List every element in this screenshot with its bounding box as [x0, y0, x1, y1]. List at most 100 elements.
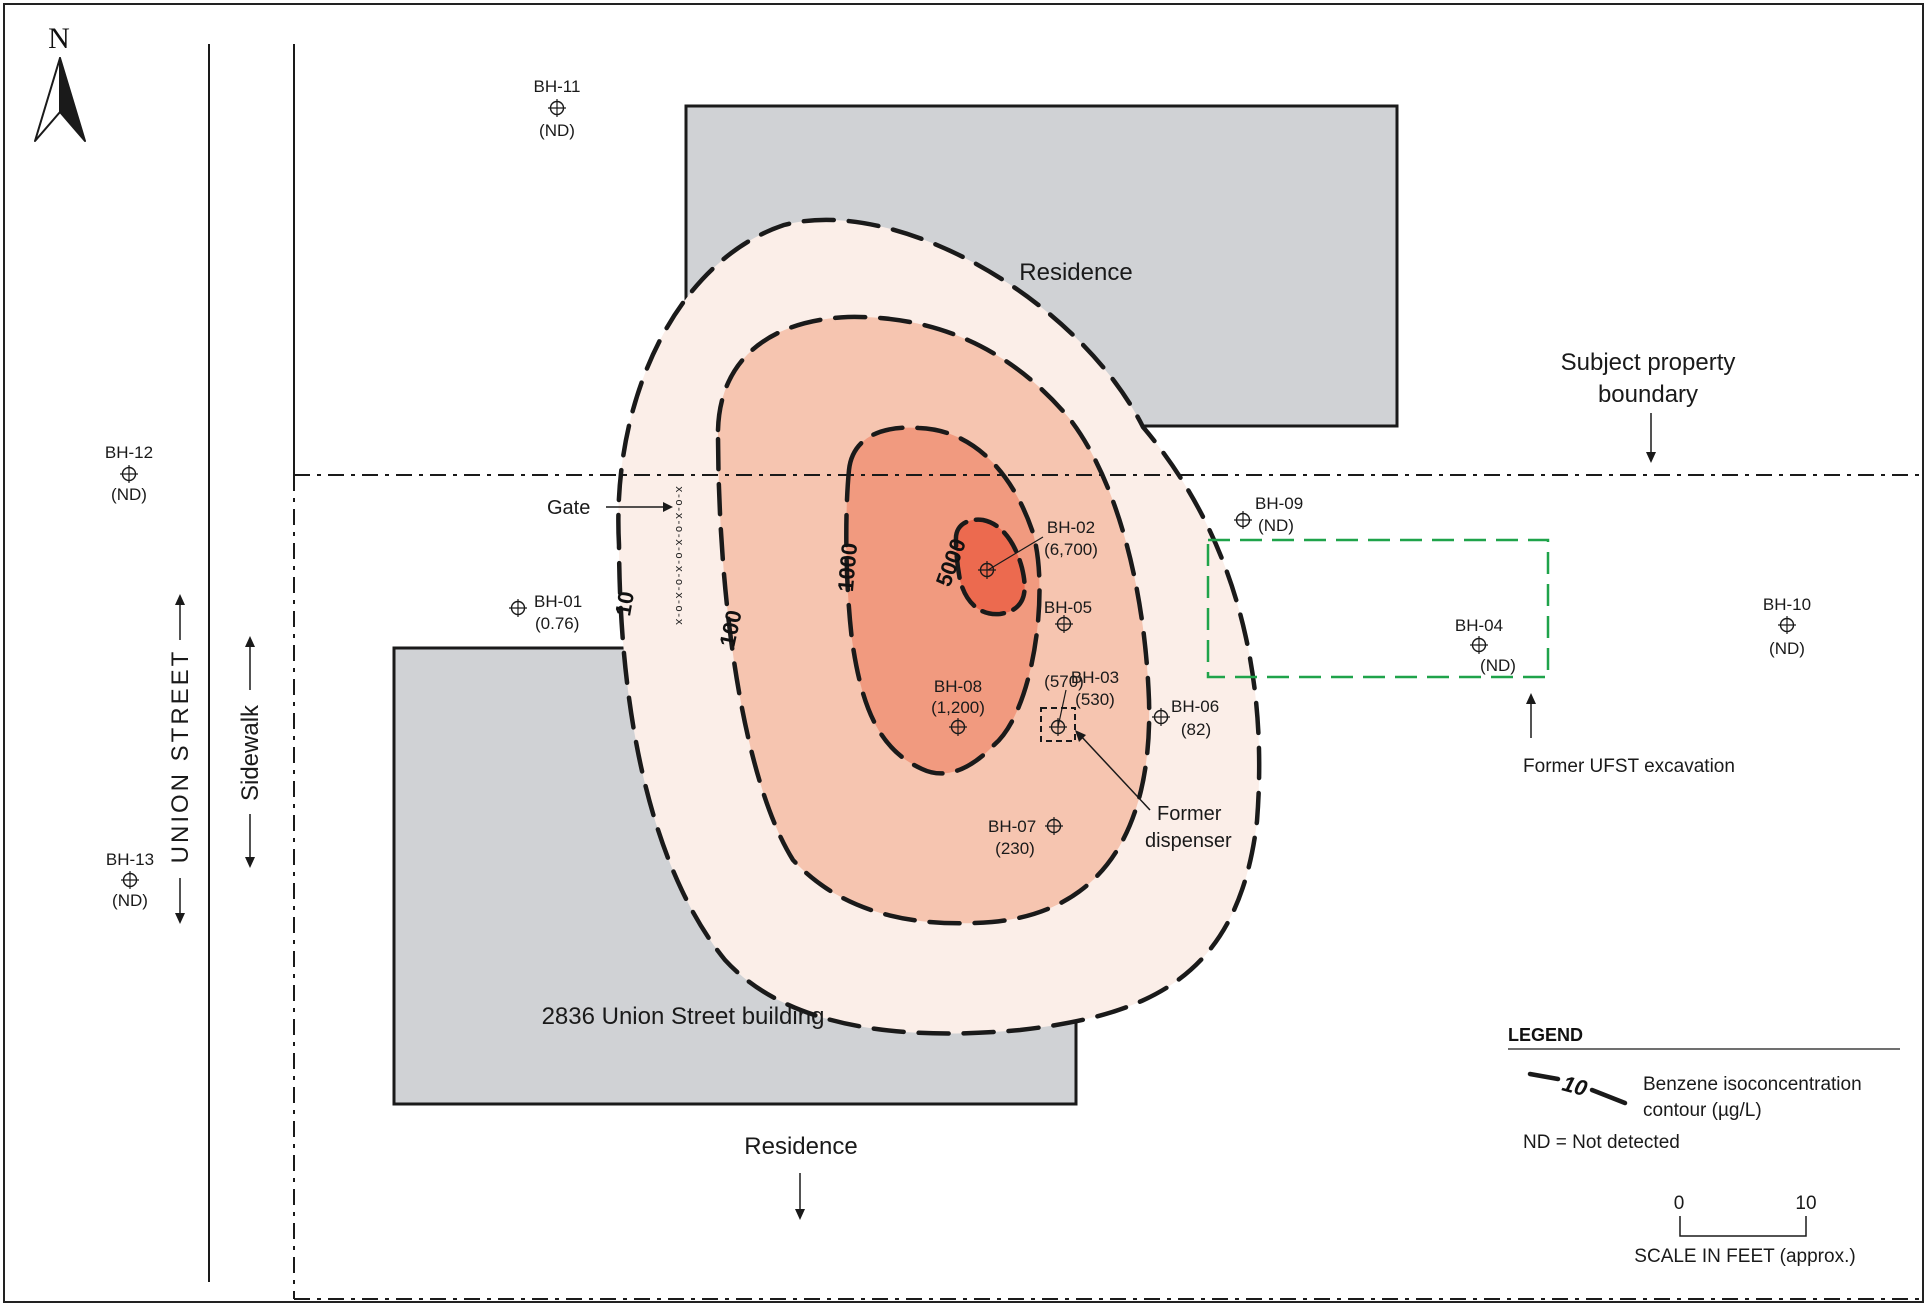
contour-1000-line [844, 425, 1042, 776]
borehole-value-label: (ND) [1258, 516, 1294, 535]
dispenser-label-2: dispenser [1145, 830, 1232, 852]
former-dispenser-outline [1040, 707, 1076, 742]
dispenser-arrowhead [1075, 730, 1086, 742]
borehole-bh02: BH-02 (6,700) [978, 518, 1098, 579]
north-arrow-icon-left [34, 57, 61, 142]
residence-south-label: Residence [744, 1133, 857, 1160]
borehole-id-label: BH-02 [1047, 518, 1095, 537]
borehole-crosshair-icon [1234, 511, 1252, 529]
dispenser-label-1: Former [1157, 803, 1222, 825]
borehole-id-label: BH-09 [1255, 494, 1303, 513]
borehole-crosshair-icon [1778, 616, 1796, 634]
street-arrowhead-north [175, 594, 185, 605]
scale-bar [1679, 1216, 1807, 1237]
map-frame [3, 3, 1924, 1303]
borehole-bh04: BH-04 (ND) [1455, 616, 1516, 675]
borehole-value-label: (ND) [539, 121, 575, 140]
residence-south-arrowhead [795, 1209, 805, 1220]
scale-label: SCALE IN FEET (approx.) [1634, 1246, 1855, 1267]
legend-contour-value: 10 [1560, 1071, 1591, 1102]
borehole-crosshair-icon [120, 465, 138, 483]
boundary-arrowhead [1646, 452, 1656, 463]
borehole-id-label: BH-05 [1044, 598, 1092, 617]
borehole-value-label: (ND) [1480, 656, 1516, 675]
contour-label-1000: 1000 [833, 542, 862, 593]
borehole-value-label: (ND) [1769, 639, 1805, 658]
borehole-crosshair-icon [121, 871, 139, 889]
boundary-label-1: Subject property [1561, 349, 1736, 376]
legend-contour-sample-b [1589, 1087, 1628, 1106]
borehole-id-label: BH-06 [1171, 697, 1219, 716]
residence-north-label: Residence [1019, 259, 1132, 286]
gate-arrowhead [663, 502, 673, 512]
borehole-id-label: BH-04 [1455, 616, 1503, 635]
ufst-label: Former UFST excavation [1523, 756, 1735, 777]
borehole-bh13: BH-13 (ND) [106, 850, 154, 910]
borehole-crosshair-icon [1470, 636, 1488, 654]
borehole-value-label: (ND) [112, 891, 148, 910]
legend: LEGEND 10 Benzene isoconcentration conto… [1508, 1025, 1900, 1267]
borehole-bh12: BH-12 (ND) [105, 443, 153, 504]
contour-5000-line [953, 517, 1027, 617]
borehole-crosshair-icon [978, 561, 996, 579]
contour-label-10: 10 [610, 589, 639, 617]
fence-line: x-o-x-o-x-o-x-o-x-o-x [673, 486, 686, 625]
borehole-bh03: BH-03 (530) [1049, 668, 1119, 736]
borehole-crosshair-icon [1152, 708, 1170, 726]
borehole-value-label: (0.76) [535, 614, 579, 633]
street-arrowhead-south [175, 913, 185, 924]
borehole-value-label: (570) [1044, 672, 1084, 691]
contour-5000-fill [955, 519, 1025, 615]
contour-1000-fill [846, 427, 1040, 774]
boundary-label-2: boundary [1598, 381, 1698, 408]
borehole-layer: BH-01 (0.76) BH-02 (6,700) BH-03 (530) BH-04 (N… [105, 77, 1811, 910]
borehole-bh10: BH-10 (ND) [1763, 595, 1811, 658]
borehole-bh08: BH-08 (1,200) [931, 677, 985, 736]
sidewalk-arrowhead-south [245, 857, 255, 868]
contour-10-line [616, 217, 1262, 1036]
borehole-bh06: BH-06 (82) [1152, 697, 1219, 739]
ufst-excavation-outline [1206, 538, 1550, 679]
borehole-crosshair-icon [949, 718, 967, 736]
gate-label: Gate [547, 497, 590, 519]
legend-contour-sample-a [1527, 1071, 1561, 1082]
borehole-id-label: BH-13 [106, 850, 154, 869]
borehole-value-label: (ND) [111, 485, 147, 504]
borehole-id-label: BH-03 [1071, 668, 1119, 687]
borehole-bh09: BH-09 (ND) [1234, 494, 1303, 535]
scale-end-label: 10 [1795, 1193, 1816, 1214]
union-building-label: 2836 Union Street building [542, 1003, 825, 1030]
borehole-value-label: (230) [995, 839, 1035, 858]
borehole-value-label: (82) [1181, 720, 1211, 739]
legend-contour-desc-2: contour (µg/L) [1643, 1100, 1762, 1121]
borehole-value-label: (6,700) [1044, 540, 1098, 559]
legend-title: LEGEND [1508, 1025, 1583, 1045]
legend-nd-note: ND = Not detected [1523, 1132, 1680, 1153]
sidewalk-arrowhead-north [245, 636, 255, 647]
north-arrow-icon-right [59, 57, 86, 142]
sidewalk-label: Sidewalk [237, 704, 264, 801]
bh02-leader [987, 536, 1044, 571]
borehole-id-label: BH-12 [105, 443, 153, 462]
borehole-crosshair-icon [509, 599, 527, 617]
legend-contour-desc-1: Benzene isoconcentration [1643, 1074, 1862, 1095]
scale-start-label: 0 [1674, 1193, 1685, 1214]
ufst-arrowhead [1526, 693, 1536, 704]
borehole-bh07: BH-07 (230) [988, 817, 1063, 858]
contour-100-line [715, 314, 1152, 926]
union-street-label: UNION STREET [167, 649, 194, 864]
borehole-crosshair-icon [1055, 615, 1073, 633]
borehole-bh01: BH-01 (0.76) [509, 592, 582, 633]
borehole-id-label: BH-11 [534, 77, 581, 96]
borehole-id-label: BH-10 [1763, 595, 1811, 614]
borehole-bh11: BH-11 (ND) [534, 77, 581, 140]
borehole-value-label: (1,200) [931, 698, 985, 717]
borehole-id-label: BH-07 [988, 817, 1036, 836]
borehole-id-label: BH-08 [934, 677, 982, 696]
borehole-crosshair-icon [548, 99, 566, 117]
north-label: N [48, 22, 70, 55]
bh03-leader [1057, 689, 1067, 728]
dispenser-leader [1079, 734, 1151, 811]
borehole-crosshair-icon [1045, 817, 1063, 835]
